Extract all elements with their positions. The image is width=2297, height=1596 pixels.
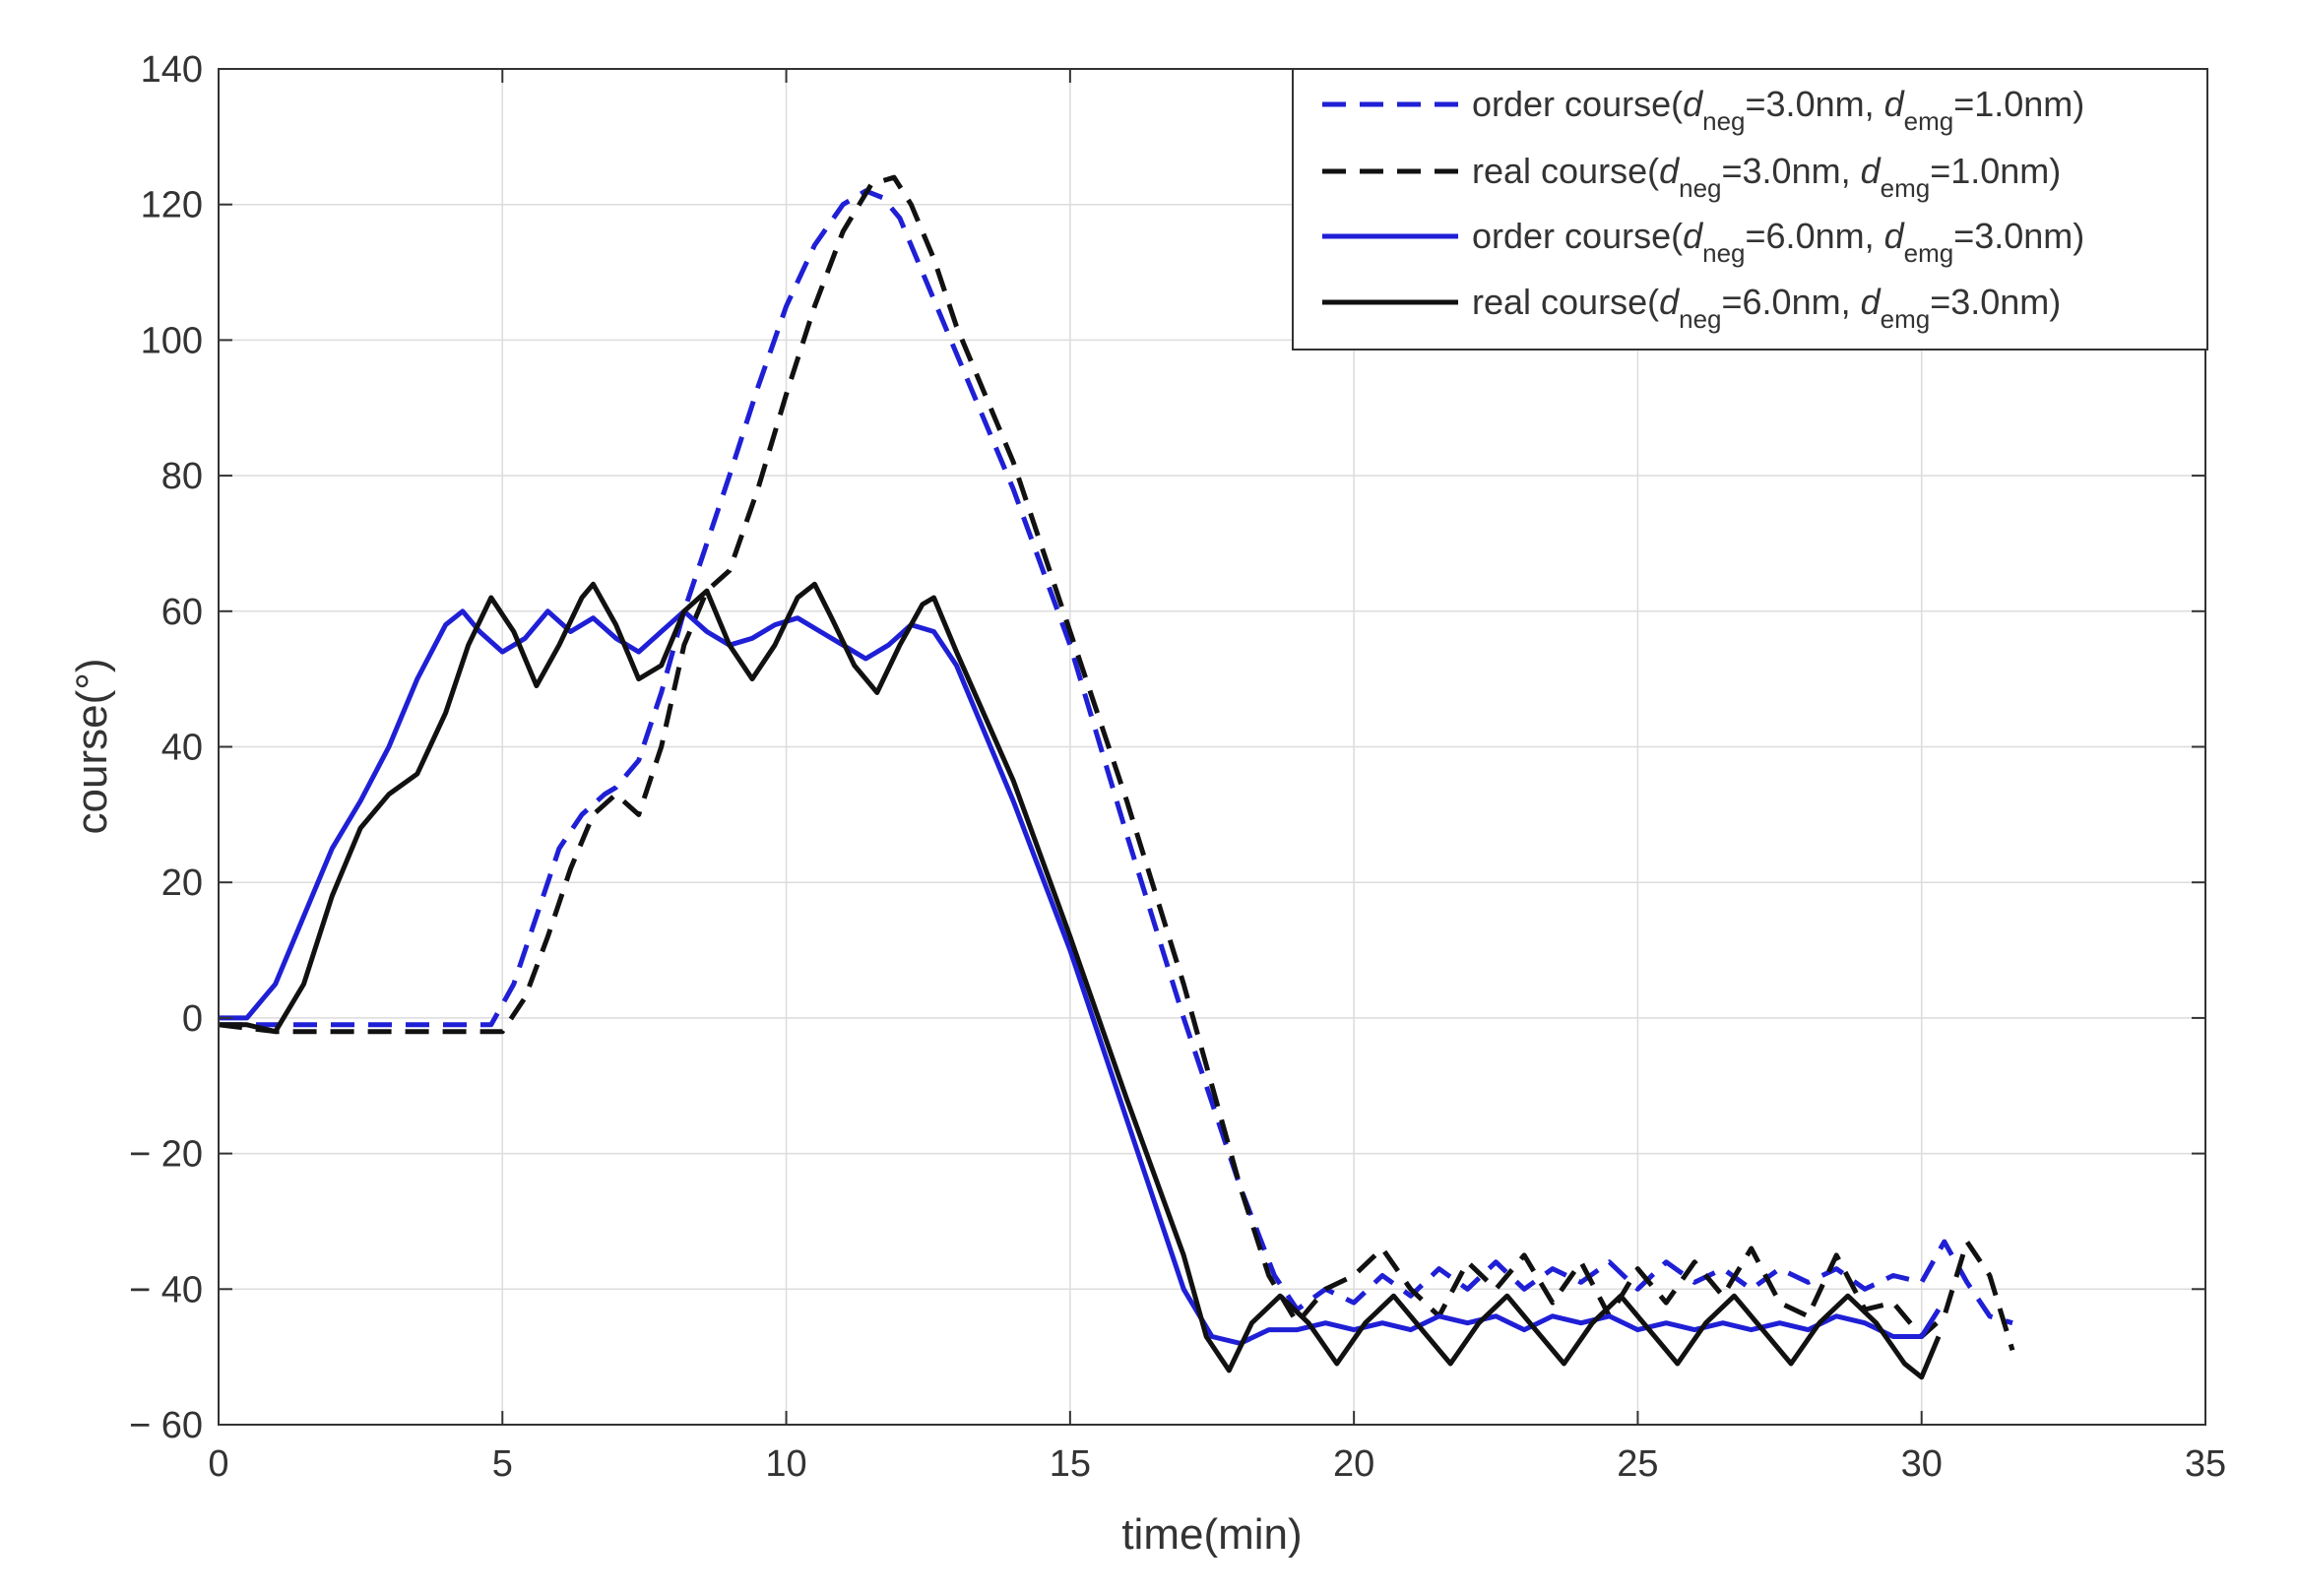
legend-label-part: =3.0nm) (1930, 282, 2061, 322)
series-group (218, 174, 2015, 1380)
legend-label-part: =6.0nm, (1722, 282, 1861, 322)
y-tick-label: 60 (161, 592, 203, 633)
legend-label-part: order course( (1472, 216, 1683, 256)
legend: order course(dneg=3.0nm, demg=1.0nm)real… (1292, 68, 2208, 351)
series-line-2 (218, 174, 2015, 1352)
series-line-3 (219, 608, 1942, 1346)
legend-label-part: real course( (1472, 151, 1659, 191)
y-tick-label: 120 (141, 185, 203, 226)
y-tick-label: 80 (161, 456, 203, 497)
legend-label-part: emg (1881, 304, 1931, 334)
legend-label-part: d (1884, 216, 1905, 256)
legend-label-part: d (1861, 282, 1882, 322)
y-tick-label: − 60 (129, 1405, 203, 1446)
legend-label-2: real course(dneg=3.0nm, demg=1.0nm) (1472, 151, 2061, 203)
legend-label-part: d (1884, 84, 1905, 124)
legend-label-part: real course( (1472, 282, 1659, 322)
legend-label-part: d (1683, 84, 1703, 124)
y-axis-label: course(°) (68, 659, 116, 835)
legend-label-part: neg (1702, 106, 1745, 136)
y-tick-label: 100 (141, 320, 203, 361)
legend-label-part: emg (1881, 173, 1931, 203)
x-tick-label: 20 (1333, 1443, 1374, 1485)
legend-label-part: d (1659, 282, 1680, 322)
x-tick-label: 10 (765, 1443, 806, 1485)
legend-label-part: d (1861, 151, 1882, 191)
legend-label-part: emg (1904, 238, 1954, 268)
legend-label-part: d (1683, 216, 1703, 256)
x-tick-label: 30 (1901, 1443, 1943, 1485)
legend-label-part: emg (1904, 106, 1954, 136)
x-axis-label: time(min) (1121, 1510, 1302, 1559)
legend-label-part: =3.0nm) (1953, 216, 2084, 256)
legend-label-part: neg (1679, 173, 1721, 203)
y-tick-label: 0 (182, 998, 203, 1040)
legend-label-1: order course(dneg=3.0nm, demg=1.0nm) (1472, 84, 2084, 136)
x-tick-label: 15 (1050, 1443, 1091, 1485)
x-tick-label: 5 (492, 1443, 513, 1485)
legend-label-3: order course(dneg=6.0nm, demg=3.0nm) (1472, 216, 2084, 268)
y-tick-label: 140 (141, 49, 203, 91)
x-tick-label: 35 (2185, 1443, 2226, 1485)
legend-label-part: =3.0nm, (1746, 84, 1884, 124)
legend-label-part: order course( (1472, 84, 1683, 124)
legend-label-part: d (1659, 151, 1680, 191)
y-tick-label: − 20 (129, 1134, 203, 1176)
series-line-1 (219, 188, 2013, 1326)
series-line-4 (219, 581, 1942, 1380)
legend-label-part: neg (1679, 304, 1721, 334)
legend-label-part: neg (1702, 238, 1745, 268)
y-tick-label: 40 (161, 728, 203, 769)
legend-label-part: =1.0nm) (1930, 151, 2061, 191)
axis-ticks: 0 5 10 15 20 25 30 35 − 60 − 40 − 20 0 20 40 60 80 100 12… (129, 49, 2226, 1485)
legend-label-part: =6.0nm, (1746, 216, 1884, 256)
y-tick-label: − 40 (129, 1269, 203, 1310)
legend-label-part: =3.0nm, (1722, 151, 1861, 191)
x-tick-label: 25 (1617, 1443, 1658, 1485)
y-tick-label: 20 (161, 862, 203, 904)
legend-label-part: =1.0nm) (1953, 84, 2084, 124)
legend-label-4: real course(dneg=6.0nm, demg=3.0nm) (1472, 282, 2061, 334)
x-tick-label: 0 (208, 1443, 228, 1485)
